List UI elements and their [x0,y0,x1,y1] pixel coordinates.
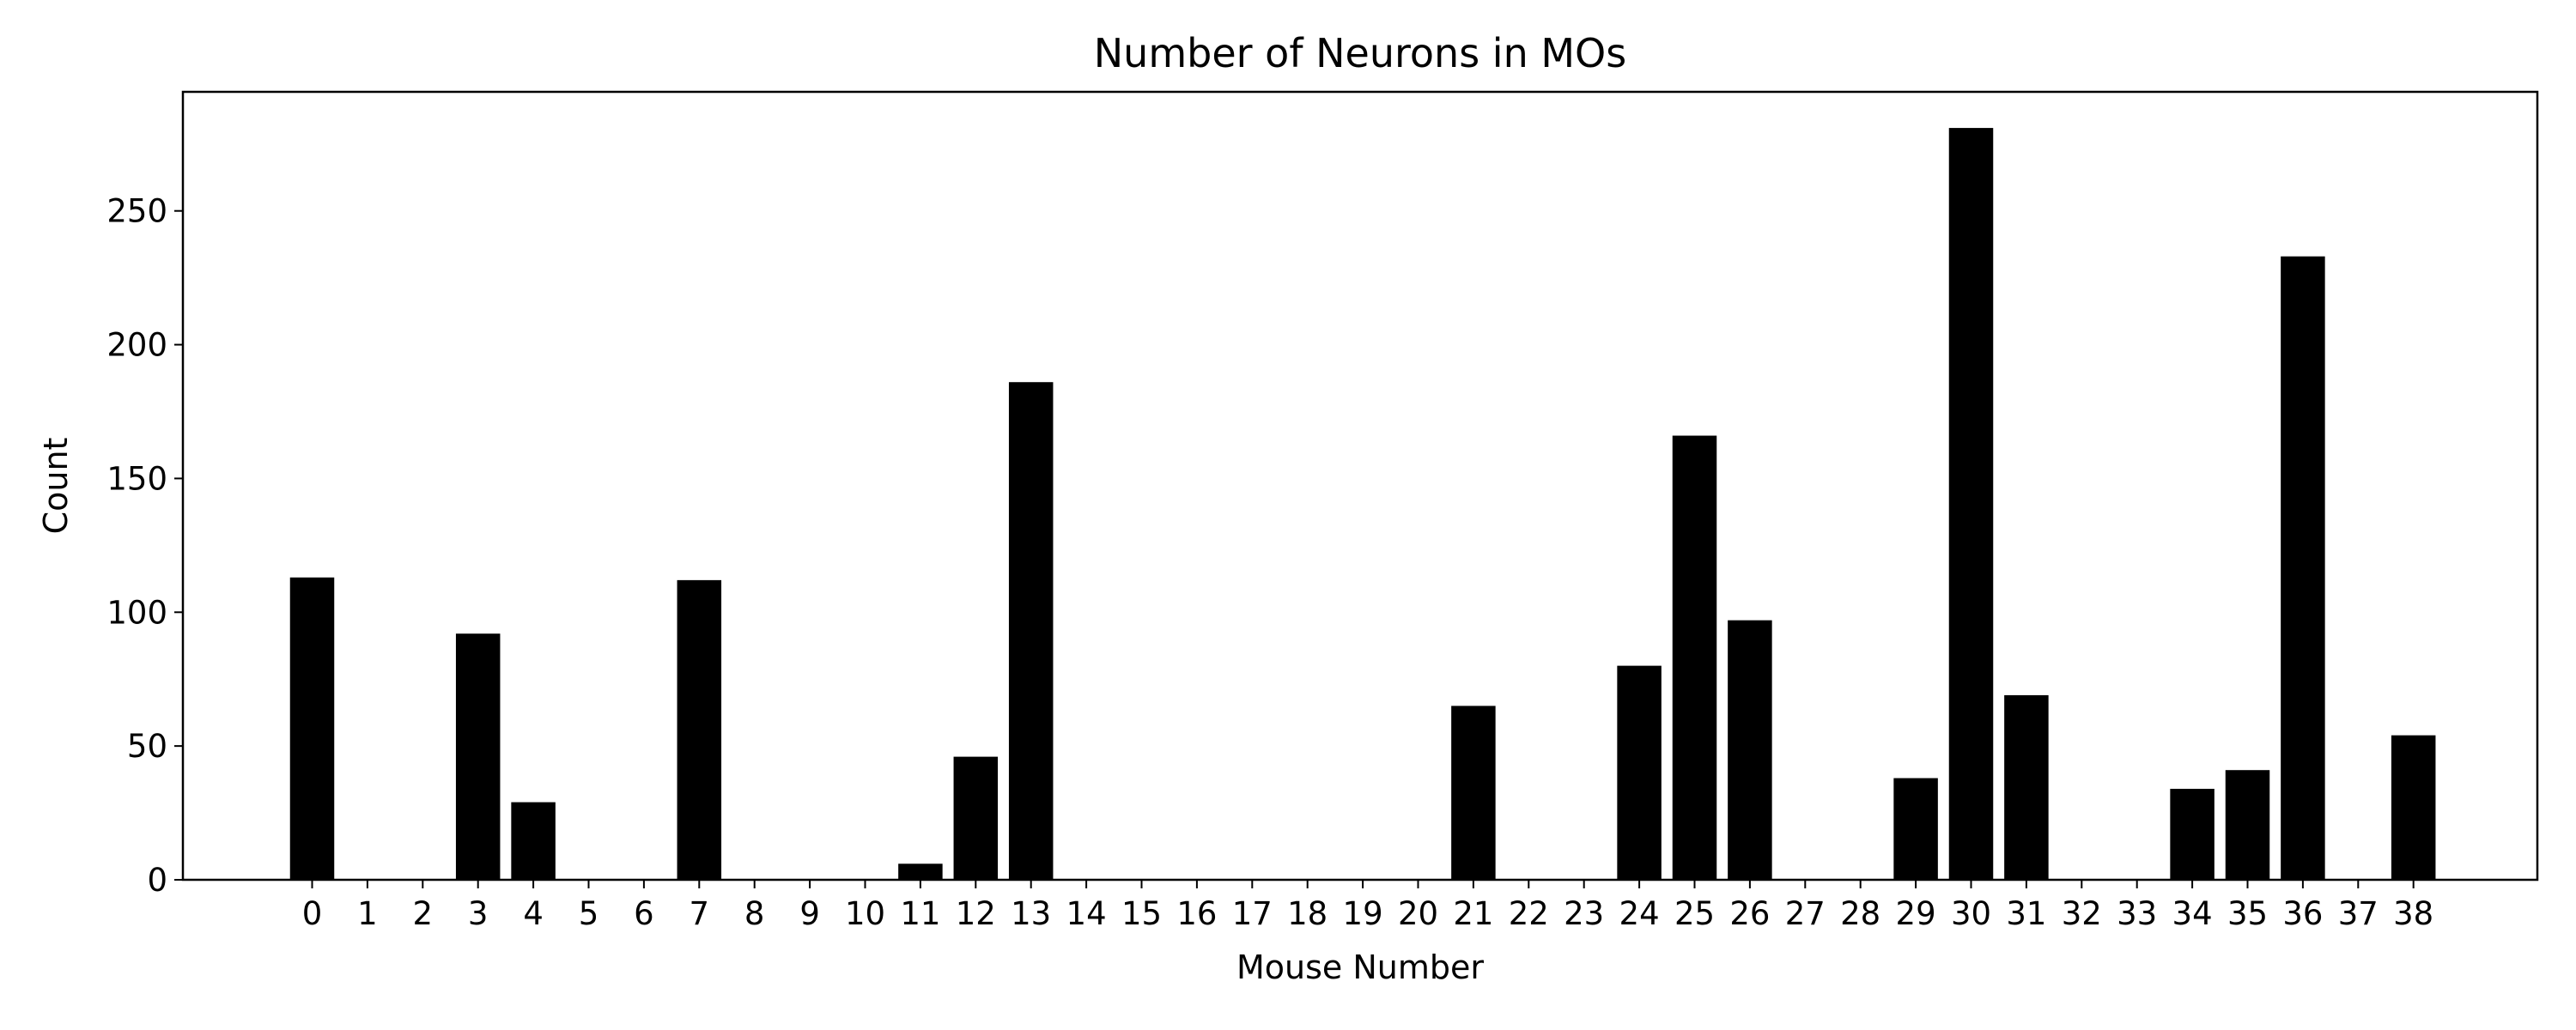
x-tick-label: 25 [1674,895,1715,932]
chart-title: Number of Neurons in MOs [1094,30,1626,76]
y-tick-label: 250 [106,193,167,230]
bar-mouse-4 [511,802,556,880]
bar-mouse-21 [1451,706,1496,880]
bar-mouse-24 [1617,665,1662,880]
x-tick-label: 9 [799,895,820,932]
bar-mouse-25 [1672,435,1717,880]
x-tick-label: 10 [845,895,885,932]
x-axis-label: Mouse Number [1236,948,1484,986]
x-tick-label: 27 [1785,895,1826,932]
bar-mouse-7 [677,579,722,880]
x-tick-label: 21 [1453,895,1493,932]
bar-mouse-30 [1948,128,1994,880]
x-tick-label: 16 [1176,895,1217,932]
y-axis-ticks: 0 50 100 150 200 250 [106,193,183,899]
x-tick-label: 1 [357,895,378,932]
bar-mouse-31 [2004,694,2049,880]
x-tick-label: 30 [1951,895,1991,932]
x-tick-label: 4 [523,895,544,932]
bar-mouse-13 [1008,382,1054,881]
x-tick-label: 34 [2172,895,2213,932]
x-tick-label: 28 [1840,895,1880,932]
bar-mouse-3 [455,633,501,880]
bar-mouse-0 [289,577,335,880]
bar-mouse-38 [2391,735,2436,880]
x-tick-label: 15 [1121,895,1162,932]
x-tick-label: 29 [1896,895,1936,932]
plot-frame [181,90,2539,882]
x-tick-label: 26 [1729,895,1770,932]
x-tick-label: 11 [900,895,940,932]
bars-group [289,128,2436,881]
y-tick-label: 50 [127,728,167,765]
x-tick-label: 5 [579,895,599,932]
x-tick-label: 38 [2393,895,2433,932]
bar-mouse-36 [2281,256,2325,880]
x-tick-label: 8 [744,895,765,932]
x-tick-label: 3 [468,895,489,932]
y-axis-label: Count [37,438,75,535]
x-tick-label: 35 [2227,895,2268,932]
bar-mouse-35 [2225,770,2270,880]
x-tick-label: 0 [302,895,323,932]
y-tick-label: 200 [106,327,167,364]
x-tick-label: 7 [690,895,710,932]
x-tick-label: 24 [1619,895,1660,932]
x-tick-label: 20 [1398,895,1438,932]
x-tick-label: 36 [2282,895,2323,932]
x-tick-label: 37 [2338,895,2379,932]
x-tick-label: 23 [1564,895,1604,932]
x-tick-label: 31 [2006,895,2046,932]
x-axis-ticks: 0 1 2 3 4 5 6 7 8 9 10 11 12 13 14 15 16 17 18 19 20 21 22 23 24… [302,880,2433,932]
x-tick-label: 12 [956,895,996,932]
bar-mouse-12 [953,756,999,880]
bar-mouse-29 [1893,778,1938,880]
y-tick-label: 150 [106,460,167,497]
bar-mouse-11 [898,863,943,880]
x-tick-label: 19 [1343,895,1383,932]
x-tick-label: 6 [634,895,654,932]
y-tick-label: 0 [147,862,167,899]
y-tick-label: 100 [106,594,167,631]
bar-mouse-26 [1728,620,1772,880]
x-tick-label: 2 [413,895,434,932]
x-tick-label: 18 [1287,895,1327,932]
bar-mouse-34 [2170,789,2215,880]
x-tick-label: 22 [1509,895,1549,932]
x-tick-label: 17 [1232,895,1273,932]
x-tick-label: 14 [1066,895,1107,932]
x-tick-label: 13 [1011,895,1051,932]
x-tick-label: 32 [2062,895,2102,932]
x-tick-label: 33 [2117,895,2157,932]
